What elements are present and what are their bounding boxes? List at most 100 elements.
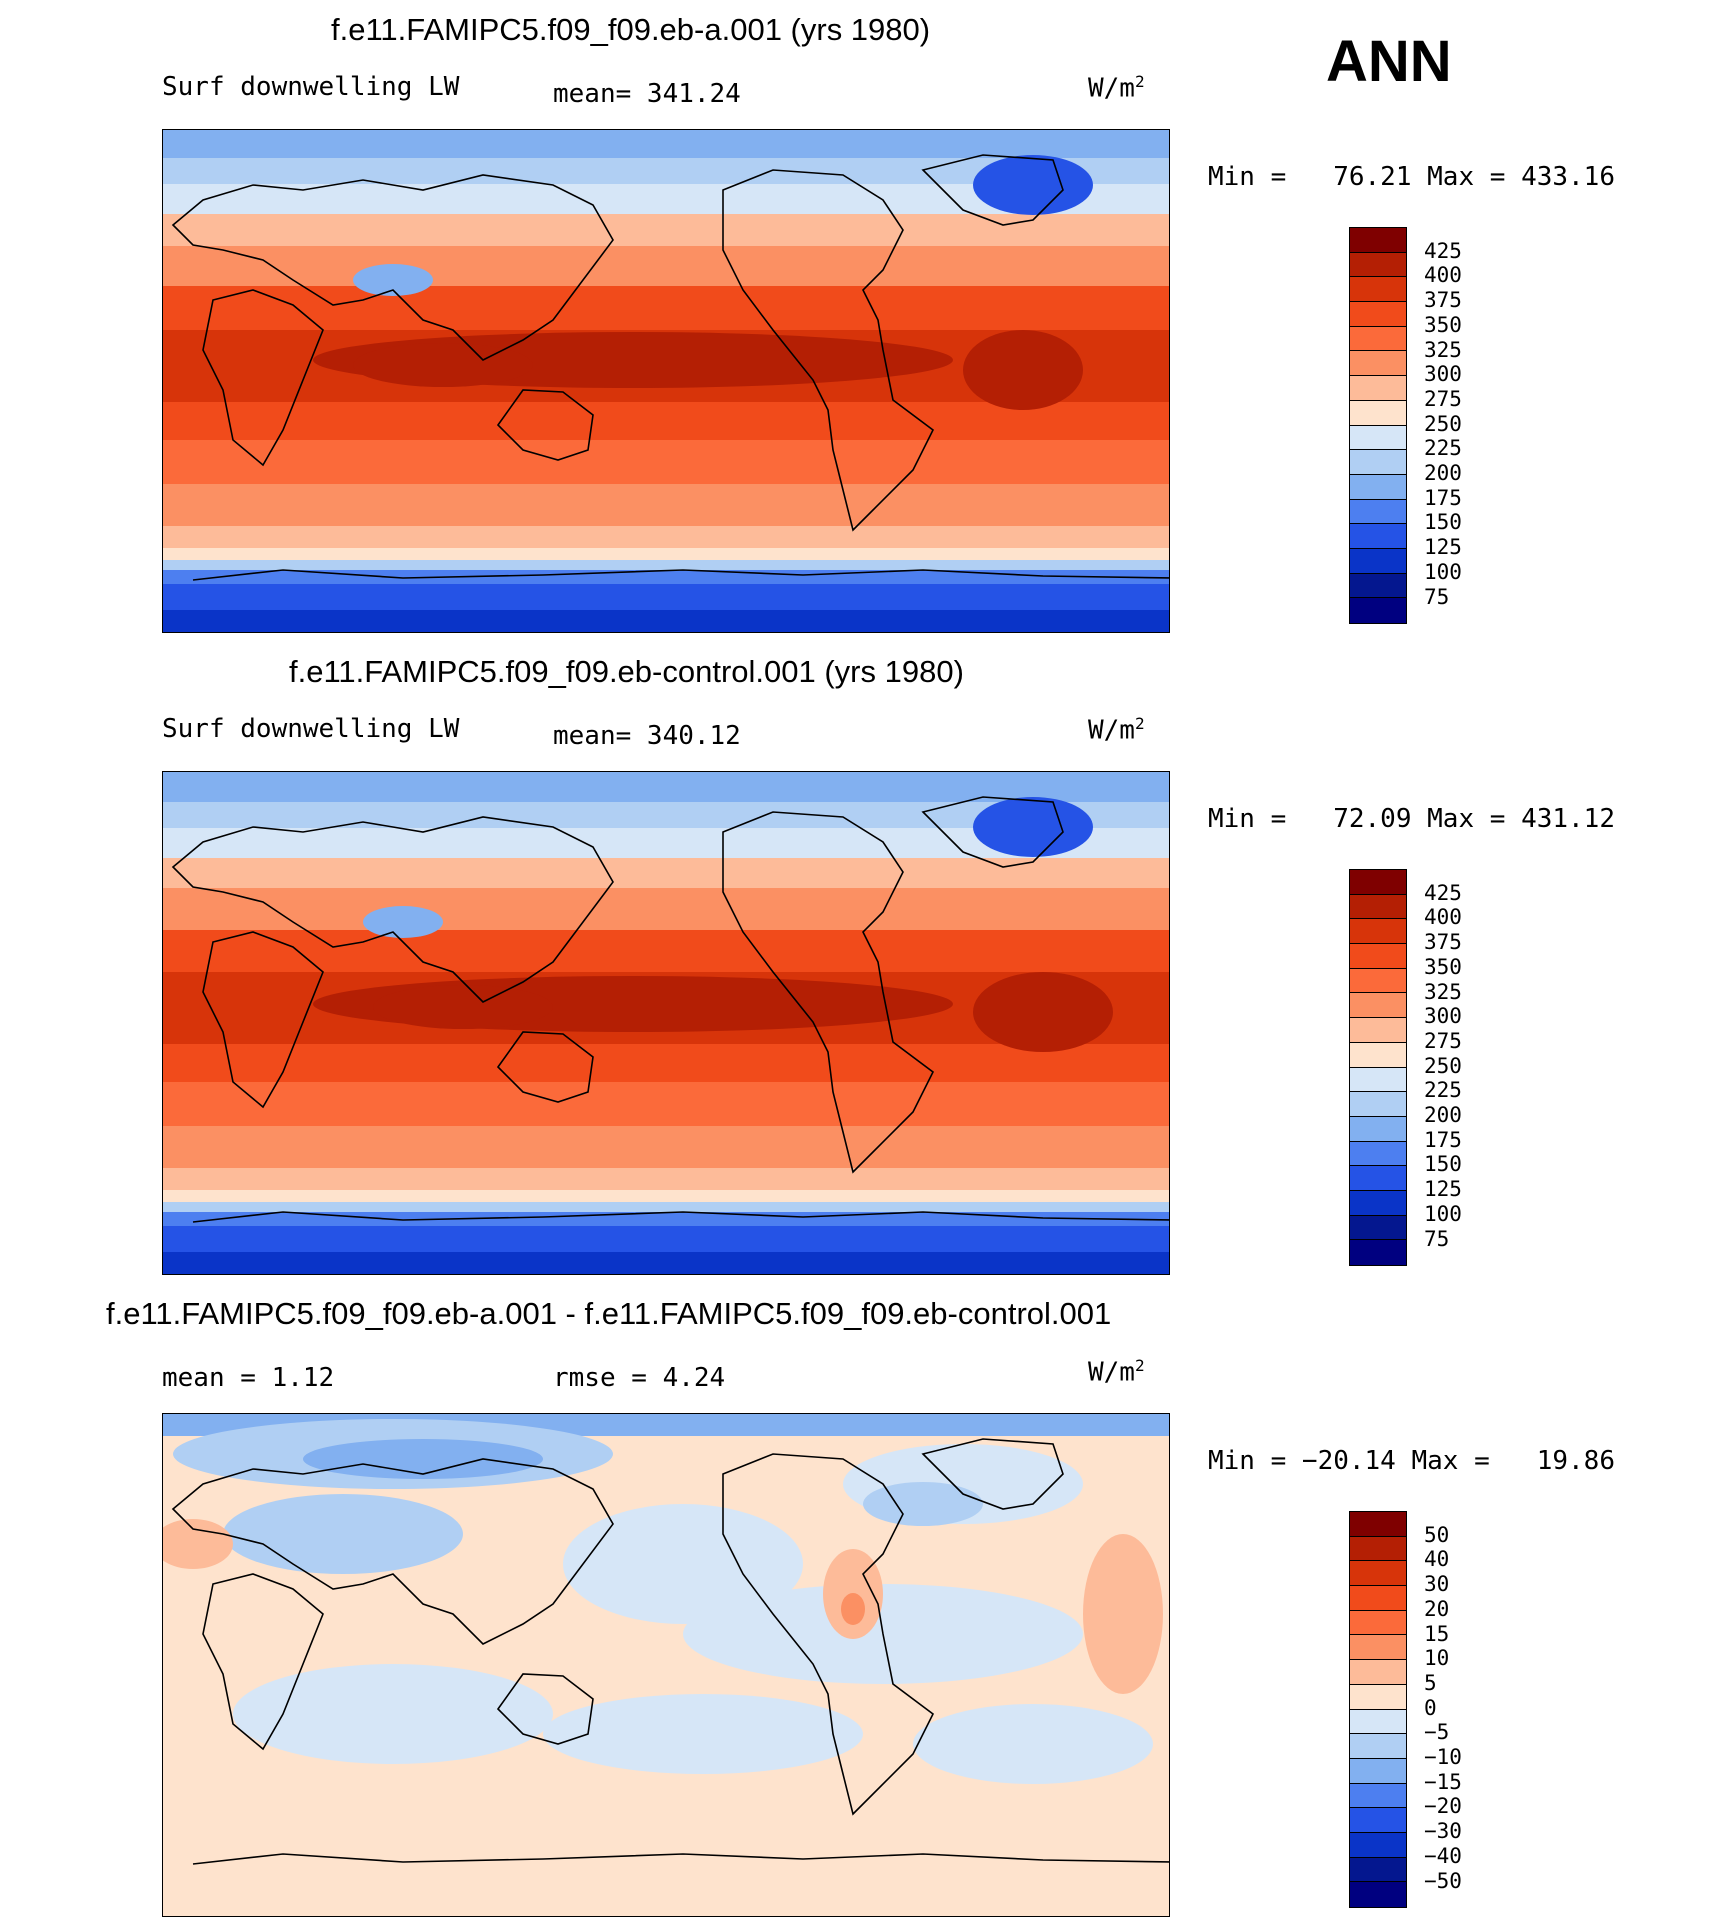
colorbar-tick-label: −50 (1424, 1868, 1462, 1893)
colorbar-segment (1350, 573, 1406, 599)
colorbar-tick-label: 175 (1424, 1127, 1462, 1152)
colorbar-tick-label: 150 (1424, 1152, 1462, 1177)
colorbar-tick-label: 375 (1424, 930, 1462, 955)
colorbar-segment (1350, 1610, 1406, 1636)
colorbar-segment (1350, 993, 1406, 1019)
colorbar-segment (1350, 919, 1406, 945)
colorbar-segment (1350, 1215, 1406, 1241)
colorbar-tick-label: 225 (1424, 436, 1462, 461)
colorbar-tick-label: 400 (1424, 263, 1462, 288)
colorbar-segment (1350, 1758, 1406, 1784)
colorbar-segment (1350, 524, 1406, 549)
colorbar-segment (1350, 400, 1406, 426)
panel-3-rmse-label: rmse = 4.24 (553, 1363, 726, 1393)
colorbar-tick-label: 40 (1424, 1547, 1450, 1572)
panel-3-title: f.e11.FAMIPC5.f09_f09.eb-a.001 - f.e11.F… (106, 1296, 1112, 1331)
panel-1-units: W/m2 (1088, 72, 1145, 104)
colorbar-segment (1350, 1512, 1406, 1537)
colorbar-segment (1350, 1240, 1406, 1265)
colorbar-tick-label: 200 (1424, 461, 1462, 485)
colorbar-segment (1350, 894, 1406, 920)
colorbar-tick-label: −10 (1424, 1745, 1462, 1769)
colorbar-segment (1350, 425, 1406, 451)
colorbar-segment (1350, 326, 1406, 352)
colorbar-tick-label: 350 (1424, 312, 1462, 337)
colorbar-segment (1350, 548, 1406, 574)
colorbar-segment (1350, 1561, 1406, 1587)
panel-2-mean-label: mean= 340.12 (553, 721, 741, 751)
colorbar-segment (1350, 1166, 1406, 1191)
colorbar-tick-label: 275 (1424, 1028, 1462, 1053)
colorbar-segment (1350, 1734, 1406, 1759)
colorbar-tick-label: 275 (1424, 386, 1462, 411)
colorbar-tick-label: 75 (1424, 584, 1450, 609)
colorbar-segment (1350, 944, 1406, 969)
colorbar-tick-label: 250 (1424, 1053, 1462, 1078)
colorbar-segment (1350, 1635, 1406, 1661)
colorbar-segment (1350, 1141, 1406, 1167)
panel-2-units: W/m2 (1088, 714, 1145, 746)
colorbar-tick-label: 125 (1424, 1177, 1462, 1202)
colorbar-segment (1350, 277, 1406, 303)
panel-3-mean-label: mean = 1.12 (162, 1363, 335, 1393)
panel-1-map (162, 129, 1170, 633)
colorbar-segment (1350, 1190, 1406, 1216)
colorbar-tick-label: 325 (1424, 979, 1462, 1004)
colorbar-tick-label: 150 (1424, 510, 1462, 535)
colorbar-segment (1350, 1857, 1406, 1883)
colorbar-tick-label: 75 (1424, 1226, 1450, 1251)
panel-3-colorbar (1349, 1511, 1407, 1908)
colorbar-tick-label: 200 (1424, 1103, 1462, 1127)
colorbar-segment (1350, 870, 1406, 895)
colorbar-tick-label: −20 (1424, 1794, 1462, 1819)
colorbar-segment (1350, 1067, 1406, 1093)
panel-2-variable-label: Surf downwelling LW (162, 714, 460, 744)
colorbar-segment (1350, 499, 1406, 525)
colorbar-tick-label: 100 (1424, 559, 1462, 584)
panel-3-map (162, 1413, 1170, 1917)
colorbar-tick-label: 125 (1424, 535, 1462, 560)
panel-2-min-max: Min = 72.09 Max = 431.12 (1208, 804, 1615, 834)
colorbar-tick-label: 0 (1424, 1695, 1437, 1720)
panel-1-min-max: Min = 76.21 Max = 433.16 (1208, 162, 1615, 192)
colorbar-segment (1350, 1042, 1406, 1068)
colorbar-segment (1350, 1808, 1406, 1833)
colorbar-tick-label: −5 (1424, 1720, 1450, 1745)
colorbar-segment (1350, 351, 1406, 377)
colorbar-segment (1350, 598, 1406, 623)
panel-2-title: f.e11.FAMIPC5.f09_f09.eb-control.001 (yr… (289, 654, 964, 689)
colorbar-tick-label: 5 (1424, 1670, 1437, 1695)
colorbar-tick-label: 350 (1424, 954, 1462, 979)
colorbar-segment (1350, 1783, 1406, 1809)
colorbar-tick-label: 175 (1424, 485, 1462, 510)
colorbar-tick-label: 400 (1424, 905, 1462, 930)
colorbar-tick-label: 225 (1424, 1078, 1462, 1103)
panel-1-colorbar (1349, 227, 1407, 624)
colorbar-segment (1350, 1018, 1406, 1043)
colorbar-tick-label: 15 (1424, 1621, 1450, 1646)
colorbar-tick-label: −40 (1424, 1843, 1462, 1868)
colorbar-segment (1350, 968, 1406, 994)
colorbar-segment (1350, 1660, 1406, 1685)
colorbar-tick-label: 50 (1424, 1522, 1450, 1547)
colorbar-tick-label: 250 (1424, 411, 1462, 436)
panel-3-min-max: Min = −20.14 Max = 19.86 (1208, 1446, 1615, 1476)
colorbar-tick-label: 325 (1424, 337, 1462, 362)
season-label: ANN (1326, 29, 1452, 94)
colorbar-segment (1350, 450, 1406, 475)
colorbar-tick-label: 425 (1424, 880, 1462, 905)
colorbar-segment (1350, 302, 1406, 327)
colorbar-segment (1350, 1709, 1406, 1735)
colorbar-tick-label: 375 (1424, 288, 1462, 313)
colorbar-tick-label: 425 (1424, 238, 1462, 263)
panel-1-title: f.e11.FAMIPC5.f09_f09.eb-a.001 (yrs 1980… (331, 12, 931, 47)
colorbar-tick-label: −15 (1424, 1769, 1462, 1794)
colorbar-segment (1350, 1586, 1406, 1611)
colorbar-segment (1350, 252, 1406, 278)
colorbar-segment (1350, 1116, 1406, 1142)
colorbar-tick-label: 20 (1424, 1596, 1450, 1621)
colorbar-segment (1350, 1684, 1406, 1710)
panel-2-colorbar (1349, 869, 1407, 1266)
colorbar-segment (1350, 1832, 1406, 1858)
panel-1-mean-label: mean= 341.24 (553, 79, 741, 109)
